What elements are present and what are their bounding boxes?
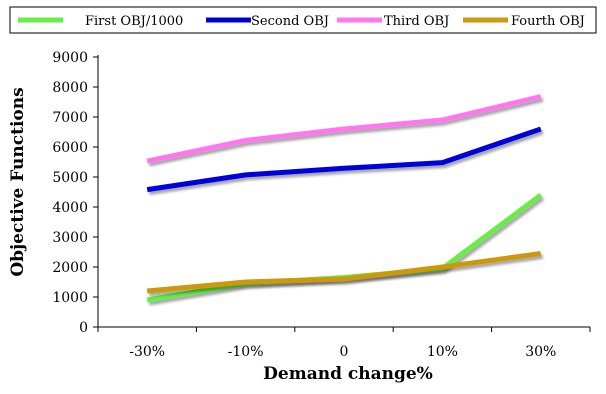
x-tick-label: 10% [427,344,458,360]
y-axis-title: Objective Functions [8,87,28,276]
x-tick-label: 0 [340,344,349,360]
x-axis-title: Demand change% [263,364,433,384]
y-tick-label: 3000 [52,230,88,246]
y-tick-label: 7000 [52,110,88,126]
y-tick-label: 5000 [52,170,88,186]
ticks: 0 1000 2000 3000 4000 5000 6000 7000 8000 9000 -30… [52,50,591,360]
legend-label-third-obj: Third OBJ [384,14,449,29]
series-lines [146,94,543,303]
y-tick-label: 0 [79,320,88,336]
legend-label-second-obj: Second OBJ [251,14,329,29]
legend-label-first-obj-1000: First OBJ/1000 [85,14,183,29]
legend-label-fourth-obj: Fourth OBJ [511,14,585,29]
legend: First OBJ/1000 Second OBJ Third OBJ Fourth … [9,6,597,34]
y-tick-label: 1000 [52,290,88,306]
y-tick-label: 6000 [52,140,88,156]
y-tick-label: 9000 [52,50,88,66]
y-tick-label: 8000 [52,80,88,96]
x-tick-label: -10% [228,344,264,360]
series-line-second-obj [146,126,542,193]
x-tick-label: -30% [129,344,165,360]
series-line-third-obj [146,94,542,164]
x-tick-label: 30% [525,344,556,360]
y-tick-label: 4000 [52,200,88,216]
y-tick-label: 2000 [52,260,88,276]
series-line-fourth-obj [146,251,542,294]
axes [97,55,590,328]
